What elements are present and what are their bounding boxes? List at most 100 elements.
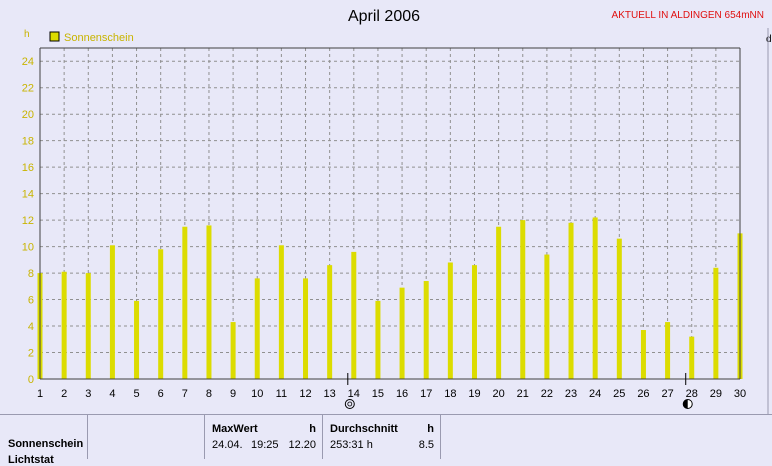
x-tick-label: 2 xyxy=(61,388,67,400)
new-moon-icon-highlight xyxy=(687,400,692,408)
sunshine-bar xyxy=(689,336,695,379)
sunshine-bar xyxy=(61,271,67,379)
sunshine-bar xyxy=(520,220,526,379)
stats-empty-cell xyxy=(88,415,205,459)
sunshine-bar xyxy=(568,222,574,379)
sunshine-bar xyxy=(351,251,357,379)
y-tick-label: 8 xyxy=(28,268,34,280)
x-tick-label: 21 xyxy=(517,388,529,400)
axes xyxy=(39,47,741,380)
y-tick-label: 18 xyxy=(22,136,34,148)
y-tick-label: 10 xyxy=(22,242,34,254)
sunshine-bar xyxy=(616,238,622,379)
y-tick-label: 22 xyxy=(22,83,34,95)
moon-phases xyxy=(344,373,693,409)
bars xyxy=(37,217,743,379)
avg-header: Durchschnitt xyxy=(330,423,398,435)
y-tick-label: 0 xyxy=(28,374,34,386)
sunshine-bar xyxy=(85,273,91,379)
x-tick-label: 26 xyxy=(637,388,649,400)
x-tick-label: 14 xyxy=(348,388,360,400)
sunshine-bar xyxy=(399,287,405,379)
x-tick-label: 6 xyxy=(158,388,164,400)
sunshine-bar xyxy=(447,262,453,379)
x-tick-label: 30 xyxy=(734,388,746,400)
sunshine-chart: April 2006 AKTUELL IN ALDINGEN 654mNN d … xyxy=(22,8,772,414)
full-moon-icon-inner xyxy=(347,401,353,407)
sunshine-bar xyxy=(713,267,719,379)
x-tick-label: 17 xyxy=(420,388,432,400)
max-header: MaxWert xyxy=(212,423,258,435)
x-tick-label: 7 xyxy=(182,388,188,400)
y-tick-label: 4 xyxy=(28,321,34,333)
x-tick-label: 23 xyxy=(565,388,577,400)
x-tick-label: 4 xyxy=(109,388,115,400)
x-tick-label: 15 xyxy=(372,388,384,400)
x-tick-label: 16 xyxy=(396,388,408,400)
sunshine-bar xyxy=(206,225,212,379)
x-tick-label: 11 xyxy=(276,388,287,400)
y-tick-label: 2 xyxy=(28,348,34,360)
sunshine-bar xyxy=(496,226,502,379)
sunshine-bar xyxy=(230,322,236,379)
x-tick-label: 5 xyxy=(133,388,139,400)
x-tick-label: 24 xyxy=(589,388,601,400)
max-unit: h xyxy=(309,423,316,435)
sunshine-bar xyxy=(109,245,115,379)
y-tick-label: 14 xyxy=(22,189,34,201)
sunshine-bar xyxy=(640,330,646,379)
avg-unit: h xyxy=(427,423,434,435)
x-tick-label: 27 xyxy=(661,388,673,400)
sunshine-bar xyxy=(327,265,333,379)
sunshine-bar xyxy=(158,249,164,379)
full-moon-icon xyxy=(344,399,355,409)
sunshine-bar xyxy=(375,300,381,379)
x-tick-label: 22 xyxy=(541,388,553,400)
y-axis-unit: h xyxy=(24,29,30,40)
x-tick-label: 8 xyxy=(206,388,212,400)
x-tick-label: 12 xyxy=(299,388,311,400)
stats-max-cell: MaxWert h 24.04. 19:25 12.20 xyxy=(205,415,323,459)
avg-total: 253:31 h xyxy=(330,439,373,451)
stats-avg-cell: Durchschnitt h 253:31 h 8.5 xyxy=(323,415,441,459)
x-tick-label: 10 xyxy=(251,388,263,400)
sunshine-bar xyxy=(471,265,477,379)
y-tick-label: 6 xyxy=(28,295,34,307)
sunshine-bar xyxy=(278,245,284,379)
sunshine-bar xyxy=(592,217,598,379)
stats-row-label-2: Lichtstat xyxy=(8,454,54,466)
max-date: 24.04. xyxy=(212,439,243,451)
x-tick-label: 29 xyxy=(710,388,722,400)
y-tick-label: 20 xyxy=(22,109,34,121)
x-tick-label: 28 xyxy=(686,388,698,400)
x-tick-label: 18 xyxy=(444,388,456,400)
y-tick-label: 16 xyxy=(22,162,34,174)
grid xyxy=(39,48,741,379)
x-tick-label: 3 xyxy=(85,388,91,400)
x-tick-label: 25 xyxy=(613,388,625,400)
x-tick-label: 19 xyxy=(468,388,480,400)
legend-label: Sonnenschein xyxy=(64,32,134,44)
max-time: 19:25 xyxy=(251,439,279,451)
x-tick-label: 20 xyxy=(492,388,504,400)
stats-table: Sonnenschein Lichtstat MaxWert h 24.04. … xyxy=(0,414,772,466)
sunshine-bar xyxy=(303,278,309,379)
chart-title: April 2006 xyxy=(348,8,420,25)
x-tick-label: 13 xyxy=(324,388,336,400)
stats-row-label: Sonnenschein xyxy=(8,438,84,450)
legend-swatch xyxy=(49,31,60,42)
y-tick-label: 24 xyxy=(22,56,34,68)
avg-value: 8.5 xyxy=(418,439,434,451)
sunshine-bar xyxy=(423,281,429,379)
max-value: 12.20 xyxy=(288,439,316,451)
sunshine-bar xyxy=(182,226,188,379)
x-tick-label: 9 xyxy=(230,388,236,400)
x-tick-label: 1 xyxy=(37,388,43,400)
y-tick-label: 12 xyxy=(22,215,34,227)
right-edge-fragment: d xyxy=(766,34,772,45)
sunshine-bar xyxy=(134,300,140,379)
stats-row-header: Sonnenschein Lichtstat xyxy=(0,415,88,466)
sunshine-bar xyxy=(665,322,671,379)
station-label: AKTUELL IN ALDINGEN 654mNN xyxy=(612,10,764,21)
